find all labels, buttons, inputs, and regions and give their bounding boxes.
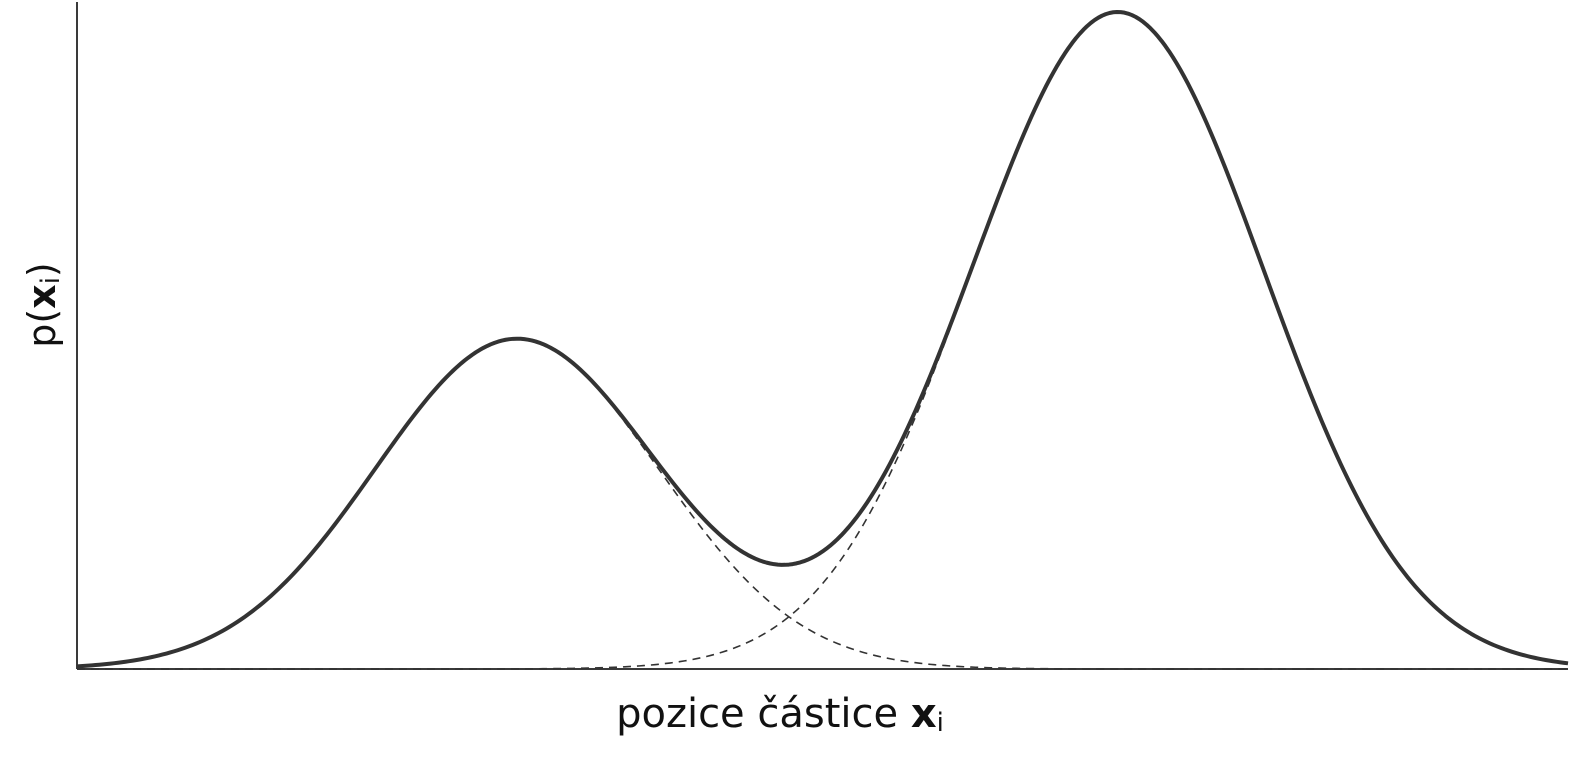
- component-2-dashed-curve: [77, 11, 1569, 670]
- x-axis-label: pozice částice xi: [616, 691, 944, 738]
- y-axis-label: p(xi): [20, 262, 66, 348]
- mixture-density-curve: [76, 9, 1569, 669]
- component-1-dashed-curve: [76, 338, 1568, 670]
